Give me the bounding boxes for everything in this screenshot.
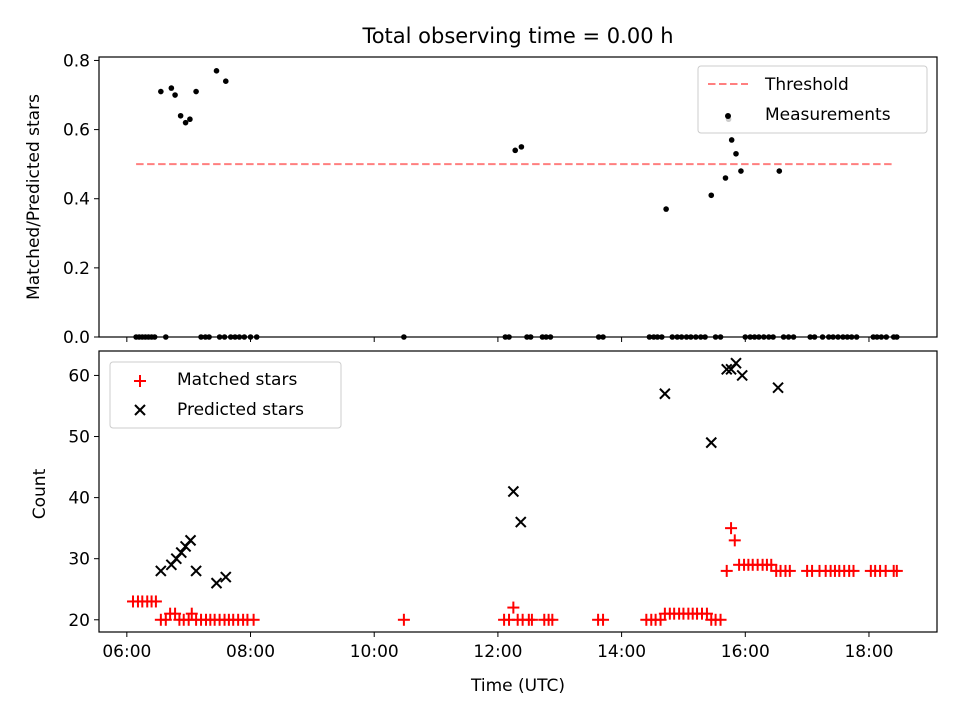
- matched-stars-point: [247, 613, 260, 626]
- bottom-panel: 20 30 40 50 60 06:00 08:00 10:00 12:00 14:00 16:0…: [30, 350, 938, 696]
- measurements-point: [728, 137, 735, 143]
- matched-stars-point: [525, 613, 538, 626]
- matched-stars-point: [169, 607, 182, 620]
- predicted-stars-point: [730, 357, 742, 369]
- top-y-tick-label: 0.0: [63, 328, 90, 348]
- matched-stars-point: [654, 613, 667, 626]
- matched-stars-point: [185, 607, 198, 620]
- measurements-point: [182, 119, 189, 126]
- measurements-point: [738, 168, 744, 174]
- top-data-layer: [133, 68, 900, 340]
- bottom-y-tick-label: 30: [68, 550, 90, 570]
- matched-stars-point: [597, 613, 610, 626]
- measurements-point: [172, 92, 178, 98]
- measurements-point: [187, 116, 193, 123]
- predicted-stars-point: [515, 516, 527, 528]
- top-plot-frame: [98, 56, 938, 338]
- matched-stars-point: [149, 595, 162, 608]
- top-y-tick-label: 0.6: [63, 121, 90, 141]
- measurements-point: [193, 88, 199, 95]
- bottom-legend-box: [109, 361, 342, 429]
- bottom-y-axis-label: Count: [30, 468, 50, 519]
- top-y-tick-label: 0.4: [63, 190, 90, 210]
- legend-measurements-label: Measurements: [765, 105, 891, 125]
- predicted-stars-point: [175, 546, 187, 559]
- bottom-plot-frame: [98, 350, 938, 633]
- predicted-stars-point: [184, 534, 197, 547]
- matched-stars-point: [546, 613, 559, 626]
- bottom-y-tick-label: 40: [68, 489, 90, 509]
- bottom-x-tick-label: 18:00: [844, 642, 893, 662]
- matched-stars-point: [890, 564, 903, 577]
- matched-stars-point: [847, 564, 860, 577]
- measurements-point: [512, 147, 519, 154]
- measurements-point: [518, 144, 525, 150]
- top-y-tick-label: 0.2: [63, 259, 90, 279]
- legend-threshold-label: Threshold: [764, 75, 849, 95]
- measurements-point: [177, 112, 184, 119]
- legend-predicted-label: Predicted stars: [177, 400, 304, 420]
- bottom-x-tick-label: 06:00: [102, 642, 151, 662]
- measurements-point: [222, 78, 229, 84]
- bottom-x-tick-label: 16:00: [721, 642, 770, 662]
- matched-stars-point: [720, 564, 733, 577]
- predicted-stars-point: [220, 571, 232, 583]
- bottom-legend: Matched stars Predicted stars: [109, 361, 342, 429]
- bottom-y-tick-label: 20: [68, 611, 90, 631]
- matched-stars-point: [159, 613, 172, 626]
- top-y-axis-label: Matched/Predicted stars: [24, 94, 44, 300]
- legend-predicted-swatch: [134, 404, 146, 416]
- top-y-axis: 0.0 0.2 0.4 0.6 0.8: [63, 51, 99, 348]
- top-y-tick-label: 0.8: [63, 51, 90, 71]
- bottom-y-tick-label: 50: [68, 428, 90, 448]
- matched-stars-point: [728, 534, 741, 547]
- predicted-stars-point: [736, 369, 748, 382]
- matched-stars-point: [714, 613, 727, 626]
- bottom-x-tick-label: 10:00: [350, 642, 399, 662]
- predicted-stars-point: [507, 485, 520, 498]
- top-legend: Threshold Measurements: [697, 65, 928, 134]
- measurements-point: [776, 168, 783, 174]
- predicted-stars-point: [721, 363, 733, 376]
- top-x-axis: [126, 337, 870, 342]
- predicted-stars-point: [155, 565, 167, 577]
- predicted-stars-point: [705, 436, 717, 449]
- matched-stars-point: [507, 601, 520, 614]
- bottom-data-layer: [127, 357, 903, 626]
- bottom-x-tick-label: 14:00: [597, 642, 646, 662]
- top-panel: 0.00.20.40.60.8 Matched/Predicted stars …: [24, 51, 938, 348]
- measurements-point: [213, 68, 220, 74]
- measurements-point: [722, 175, 729, 181]
- measurements-point: [158, 88, 164, 95]
- predicted-stars-point: [772, 381, 784, 394]
- bottom-y-axis: 20 30 40 50 60: [68, 366, 99, 631]
- top-legend-box: [697, 65, 928, 134]
- matched-stars-point: [700, 607, 713, 620]
- measurements-point: [663, 206, 669, 212]
- bottom-x-tick-label: 08:00: [226, 642, 275, 662]
- legend-matched-swatch: [134, 375, 146, 387]
- matched-stars-point: [725, 522, 738, 535]
- x-axis-label: Time (UTC): [470, 676, 565, 696]
- bottom-x-tick-label: 12:00: [473, 642, 522, 662]
- legend-measurements-swatch: [725, 113, 731, 119]
- predicted-stars-point: [190, 565, 202, 577]
- matched-stars-point: [783, 564, 796, 577]
- measurements-point: [733, 150, 739, 157]
- legend-matched-label: Matched stars: [177, 370, 297, 390]
- measurements-point: [168, 85, 175, 91]
- bottom-x-axis: 06:00 08:00 10:00 12:00 14:00 16:00 18:00: [102, 632, 893, 662]
- matched-stars-point: [765, 558, 778, 571]
- matched-stars-point: [397, 613, 410, 626]
- predicted-stars-point: [659, 388, 671, 400]
- predicted-stars-point: [210, 577, 223, 589]
- bottom-y-tick-label: 60: [68, 366, 90, 386]
- chart-title: Total observing time = 0.00 h: [361, 24, 673, 48]
- measurements-point: [708, 192, 715, 199]
